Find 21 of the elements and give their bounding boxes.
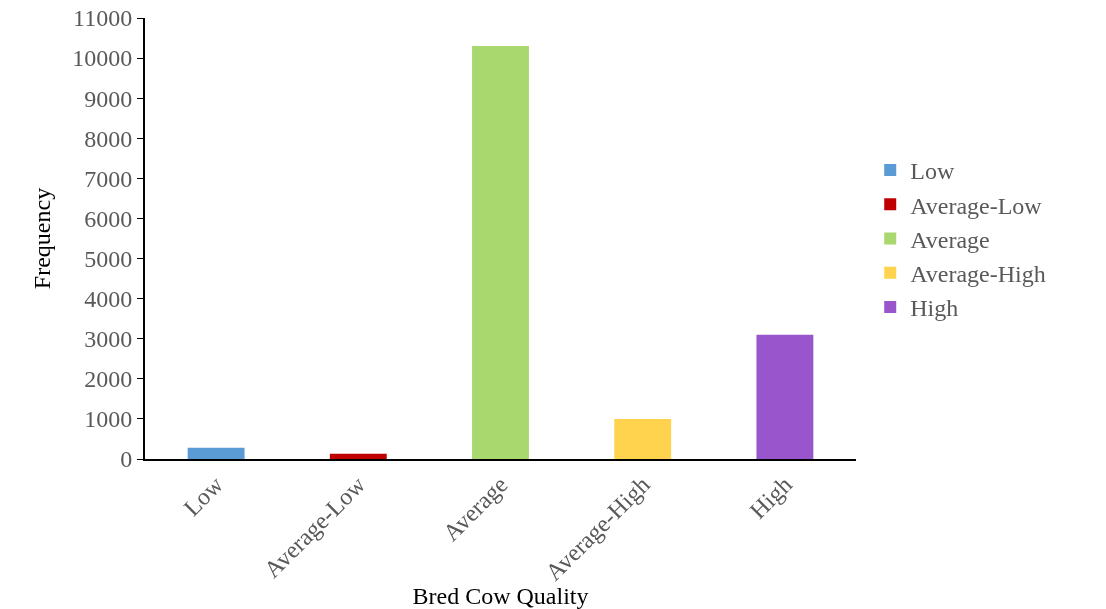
y-tick-label: 11000 xyxy=(73,5,133,32)
y-axis-title: Frequency xyxy=(28,187,55,290)
y-tick-label: 2000 xyxy=(84,366,133,393)
y-tick-label: 1000 xyxy=(84,406,133,433)
x-tick-label: High xyxy=(744,471,797,524)
legend-label: Average xyxy=(910,226,990,253)
x-axis-title: Bred Cow Quality xyxy=(412,583,589,609)
y-tick-label: 0 xyxy=(120,446,133,473)
y-tick-label: 4000 xyxy=(84,286,133,313)
y-tick-label: 5000 xyxy=(84,245,133,272)
y-tick-label: 10000 xyxy=(72,45,133,72)
legend-label: Average-Low xyxy=(910,192,1043,219)
legend-label: Average-High xyxy=(910,261,1046,288)
legend-label: High xyxy=(910,295,959,322)
legend-label: Low xyxy=(910,158,955,185)
y-tick-label: 3000 xyxy=(84,326,133,353)
y-tick-label: 6000 xyxy=(84,205,133,232)
y-tick-label: 9000 xyxy=(84,85,133,112)
y-tick-label: 8000 xyxy=(84,125,133,152)
y-tick-label: 7000 xyxy=(84,165,133,192)
x-tick-label: Low xyxy=(178,470,229,521)
